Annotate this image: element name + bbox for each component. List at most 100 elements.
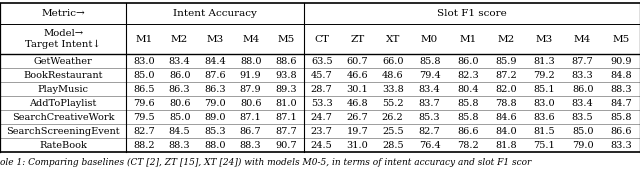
Text: 79.0: 79.0 — [572, 141, 593, 150]
Text: 85.3: 85.3 — [204, 127, 226, 136]
Text: 53.3: 53.3 — [311, 99, 333, 108]
Text: 46.6: 46.6 — [346, 71, 368, 80]
Text: 76.4: 76.4 — [419, 141, 440, 150]
Text: 82.0: 82.0 — [495, 85, 517, 94]
Text: Intent Accuracy: Intent Accuracy — [173, 9, 257, 18]
Text: 25.5: 25.5 — [382, 127, 404, 136]
Text: 83.0: 83.0 — [534, 99, 555, 108]
Text: 78.8: 78.8 — [495, 99, 517, 108]
Text: 88.0: 88.0 — [204, 141, 226, 150]
Text: 83.0: 83.0 — [133, 57, 155, 66]
Text: 88.3: 88.3 — [169, 141, 191, 150]
Text: 24.5: 24.5 — [311, 141, 333, 150]
Text: 84.6: 84.6 — [495, 113, 517, 122]
Text: 83.4: 83.4 — [419, 85, 440, 94]
Text: 86.0: 86.0 — [457, 57, 479, 66]
Text: 80.6: 80.6 — [240, 99, 261, 108]
Text: 80.6: 80.6 — [169, 99, 190, 108]
Text: M5: M5 — [278, 35, 295, 44]
Text: 87.1: 87.1 — [275, 113, 297, 122]
Text: 83.4: 83.4 — [169, 57, 191, 66]
Text: 89.0: 89.0 — [204, 113, 226, 122]
Text: 88.2: 88.2 — [133, 141, 155, 150]
Text: 66.0: 66.0 — [382, 57, 403, 66]
Text: 85.1: 85.1 — [534, 85, 555, 94]
Text: 86.3: 86.3 — [169, 85, 191, 94]
Text: 83.7: 83.7 — [419, 99, 440, 108]
Text: 88.0: 88.0 — [240, 57, 261, 66]
Text: 82.7: 82.7 — [133, 127, 155, 136]
Text: 86.5: 86.5 — [133, 85, 155, 94]
Text: 87.9: 87.9 — [240, 85, 262, 94]
Text: 23.7: 23.7 — [311, 127, 333, 136]
Text: 80.4: 80.4 — [457, 85, 479, 94]
Text: 79.4: 79.4 — [419, 71, 440, 80]
Text: PlayMusic: PlayMusic — [38, 85, 89, 94]
Text: 88.3: 88.3 — [240, 141, 262, 150]
Text: CT: CT — [314, 35, 329, 44]
Text: 33.8: 33.8 — [382, 85, 404, 94]
Text: 19.7: 19.7 — [346, 127, 368, 136]
Text: 83.3: 83.3 — [572, 71, 593, 80]
Text: 84.4: 84.4 — [204, 57, 226, 66]
Text: 86.7: 86.7 — [240, 127, 262, 136]
Text: SearchCreativeWork: SearchCreativeWork — [12, 113, 115, 122]
Text: 81.8: 81.8 — [495, 141, 517, 150]
Text: 79.0: 79.0 — [204, 99, 226, 108]
Text: 90.9: 90.9 — [610, 57, 632, 66]
Text: 85.3: 85.3 — [419, 113, 440, 122]
Text: 87.2: 87.2 — [495, 71, 517, 80]
Text: 86.0: 86.0 — [572, 85, 593, 94]
Text: 88.6: 88.6 — [275, 57, 297, 66]
Text: GetWeather: GetWeather — [34, 57, 93, 66]
Text: M2: M2 — [171, 35, 188, 44]
Text: 55.2: 55.2 — [382, 99, 404, 108]
Text: 87.1: 87.1 — [240, 113, 262, 122]
Text: ZT: ZT — [350, 35, 364, 44]
Text: 81.3: 81.3 — [534, 57, 556, 66]
Text: 83.4: 83.4 — [572, 99, 593, 108]
Text: 85.0: 85.0 — [572, 127, 593, 136]
Text: 28.5: 28.5 — [382, 141, 404, 150]
Text: M4: M4 — [242, 35, 259, 44]
Text: 26.2: 26.2 — [382, 113, 404, 122]
Text: RateBook: RateBook — [39, 141, 87, 150]
Text: 46.8: 46.8 — [346, 99, 368, 108]
Text: 78.2: 78.2 — [457, 141, 479, 150]
Text: M1: M1 — [136, 35, 153, 44]
Text: 26.7: 26.7 — [346, 113, 368, 122]
Text: Model→
Target Intent↓: Model→ Target Intent↓ — [26, 29, 101, 49]
Text: M2: M2 — [497, 35, 515, 44]
Text: Slot F1 score: Slot F1 score — [437, 9, 507, 18]
Text: SearchScreeningEvent: SearchScreeningEvent — [6, 127, 120, 136]
Text: AddToPlaylist: AddToPlaylist — [29, 99, 97, 108]
Text: M1: M1 — [460, 35, 477, 44]
Text: 79.6: 79.6 — [133, 99, 155, 108]
Text: 85.8: 85.8 — [457, 99, 479, 108]
Text: 85.8: 85.8 — [457, 113, 479, 122]
Text: 87.7: 87.7 — [572, 57, 593, 66]
Text: 85.8: 85.8 — [610, 113, 632, 122]
Text: 79.5: 79.5 — [133, 113, 155, 122]
Text: 91.9: 91.9 — [240, 71, 262, 80]
Text: 86.6: 86.6 — [457, 127, 479, 136]
Text: 89.3: 89.3 — [275, 85, 297, 94]
Text: 90.7: 90.7 — [275, 141, 297, 150]
Text: 85.0: 85.0 — [169, 113, 190, 122]
Text: 86.3: 86.3 — [204, 85, 226, 94]
Text: 24.7: 24.7 — [311, 113, 333, 122]
Text: 30.1: 30.1 — [346, 85, 368, 94]
Text: 81.5: 81.5 — [534, 127, 555, 136]
Text: Metric→: Metric→ — [42, 9, 85, 18]
Text: M5: M5 — [612, 35, 630, 44]
Text: 63.5: 63.5 — [311, 57, 333, 66]
Text: M0: M0 — [421, 35, 438, 44]
Text: 28.7: 28.7 — [311, 85, 333, 94]
Text: 82.3: 82.3 — [457, 71, 479, 80]
Text: 83.5: 83.5 — [572, 113, 593, 122]
Text: BookRestaurant: BookRestaurant — [24, 71, 103, 80]
Text: 75.1: 75.1 — [534, 141, 556, 150]
Text: 93.8: 93.8 — [275, 71, 297, 80]
Text: 60.7: 60.7 — [346, 57, 368, 66]
Text: 83.6: 83.6 — [534, 113, 555, 122]
